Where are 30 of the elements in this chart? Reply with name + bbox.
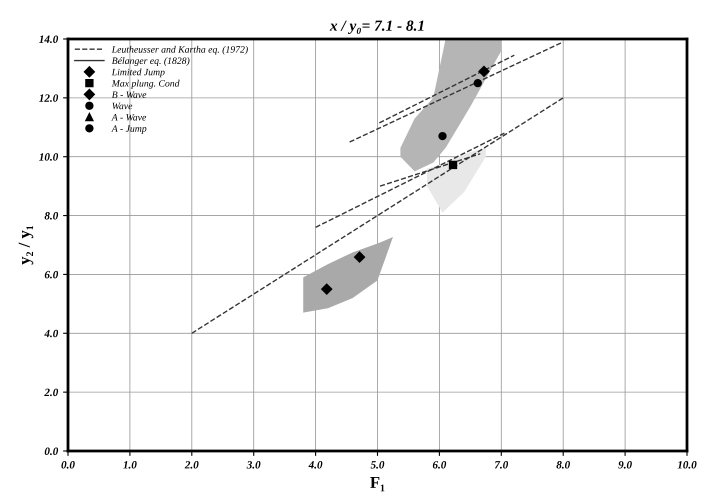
x-tick-label: 6.0 bbox=[432, 461, 446, 469]
legend-label: Max plung. Cond bbox=[112, 80, 180, 89]
x-tick-label: 3.0 bbox=[246, 461, 260, 469]
x-tick-label: 9.0 bbox=[618, 461, 632, 469]
x-tick-label: 7.0 bbox=[494, 461, 508, 469]
x-tick-label: 2.0 bbox=[184, 461, 199, 469]
legend-label: Leutheusser and Kartha eq. (1972) bbox=[112, 46, 248, 55]
y-tick-label: 14.0 bbox=[39, 35, 58, 44]
y-tick-label: 0.0 bbox=[44, 447, 58, 456]
legend-label: Wave bbox=[112, 102, 132, 110]
y-tick-label: 4.0 bbox=[44, 330, 58, 338]
x-axis-title: F₁ bbox=[370, 477, 384, 492]
chart-title: x / y₀= 7.1 - 8.1 bbox=[330, 20, 424, 34]
x-tick-label: 10.0 bbox=[678, 461, 697, 469]
y-tick-label: 2.0 bbox=[44, 388, 58, 396]
x-tick-label: 1.0 bbox=[123, 461, 137, 469]
legend-label: A - Jump bbox=[111, 125, 146, 134]
legend-label: Bélanger eq. (1828) bbox=[112, 57, 190, 66]
y-tick-label: 6.0 bbox=[44, 270, 58, 278]
y-axis-title: y₂ / y₁ bbox=[18, 226, 34, 265]
y-tick-label: 10.0 bbox=[39, 153, 58, 161]
legend-label: B - Wave bbox=[112, 91, 146, 98]
x-tick-label: 5.0 bbox=[370, 461, 384, 469]
legend-label: Limited Jump bbox=[112, 68, 165, 78]
x-tick-label: 8.0 bbox=[556, 461, 570, 469]
y-tick-label: 8.0 bbox=[44, 212, 58, 220]
x-tick-label: 0.0 bbox=[61, 461, 75, 469]
x-tick-label: 4.0 bbox=[308, 461, 322, 469]
legend-label: A - Wave bbox=[111, 114, 146, 121]
y-tick-label: 12.0 bbox=[39, 94, 58, 102]
